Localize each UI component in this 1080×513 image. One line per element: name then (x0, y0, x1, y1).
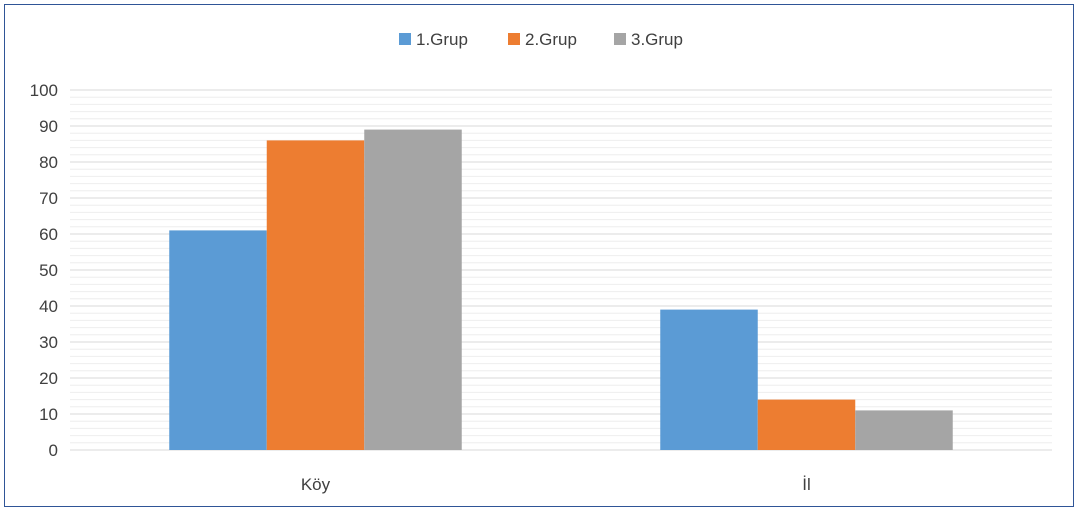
y-tick-label: 90 (39, 117, 58, 136)
bar (169, 230, 267, 450)
y-tick-label: 80 (39, 153, 58, 172)
x-tick-label: İl (802, 475, 811, 494)
y-tick-label: 0 (49, 441, 58, 460)
y-axis: 0 10 20 30 40 50 60 70 80 90 100 (30, 81, 58, 460)
y-tick-label: 40 (39, 297, 58, 316)
x-tick-label: Köy (301, 475, 331, 494)
legend-swatch (614, 33, 626, 45)
y-tick-label: 100 (30, 81, 58, 100)
bar (660, 309, 758, 450)
legend-swatch (399, 33, 411, 45)
legend-label: 1.Grup (416, 30, 468, 49)
y-tick-label: 10 (39, 405, 58, 424)
legend-label: 3.Grup (631, 30, 683, 49)
bar (855, 410, 953, 450)
legend: 1.Grup 2.Grup 3.Grup (399, 30, 683, 49)
y-tick-label: 20 (39, 369, 58, 388)
y-tick-label: 70 (39, 189, 58, 208)
x-axis: Köy İl (301, 475, 811, 494)
bar (757, 399, 856, 450)
y-tick-label: 30 (39, 333, 58, 352)
legend-swatch (508, 33, 520, 45)
y-tick-label: 60 (39, 225, 58, 244)
bar (266, 140, 365, 450)
legend-label: 2.Grup (525, 30, 577, 49)
bar (364, 129, 462, 450)
bars (169, 129, 953, 450)
y-tick-label: 50 (39, 261, 58, 280)
